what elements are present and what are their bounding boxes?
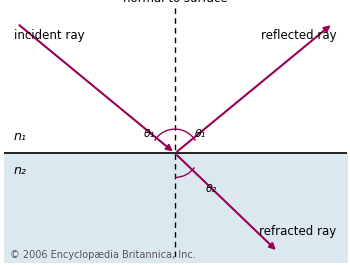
Text: © 2006 Encyclopædia Britannica, Inc.: © 2006 Encyclopædia Britannica, Inc. [10,250,196,260]
Text: θ₁: θ₁ [144,129,155,139]
Text: θ₂: θ₂ [206,184,217,195]
Text: normal to surface: normal to surface [123,0,227,5]
Text: n₁: n₁ [14,130,27,143]
Text: refracted ray: refracted ray [259,225,336,238]
Text: n₂: n₂ [14,164,27,177]
Text: reflected ray: reflected ray [261,29,336,42]
Text: θ₁: θ₁ [195,129,206,139]
Text: incident ray: incident ray [14,29,84,42]
